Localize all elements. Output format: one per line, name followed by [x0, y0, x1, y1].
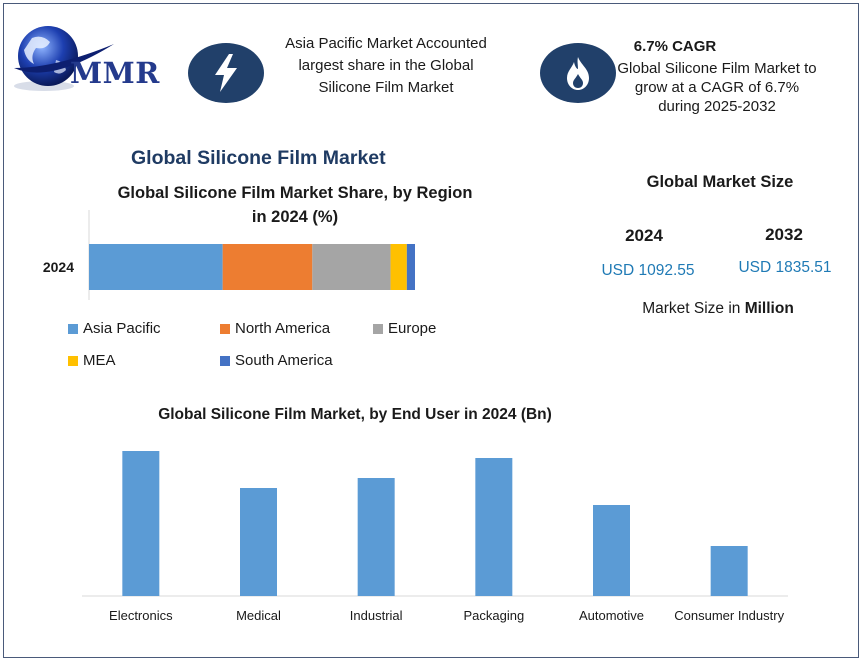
legend-swatch: [220, 323, 230, 334]
flame-icon: [540, 43, 616, 103]
legend-item: MEA: [68, 352, 116, 369]
highlight-text-region: Asia Pacific Market Accounted largest sh…: [262, 33, 510, 99]
market-size-year-2024: 2024: [625, 226, 663, 245]
legend-swatch: [68, 323, 78, 334]
lightning-icon: [188, 43, 264, 103]
highlight-line: largest share in the Global: [298, 57, 474, 74]
logo-text: MMR: [70, 56, 160, 90]
market-size-note: Market Size in Million: [608, 300, 828, 318]
market-size-title: Global Market Size: [646, 173, 794, 191]
market-size-year-2032: 2032: [765, 225, 803, 244]
legend-label: North America: [235, 320, 331, 337]
highlight-line: Global Silicone Film Market to: [617, 60, 817, 77]
market-size-value-2024: USD 1092.55: [601, 262, 695, 279]
end-user-chart-title: Global Silicone Film Market, by End User…: [158, 406, 552, 423]
highlight-text-cagr: Global Silicone Film Market to grow at a…: [608, 59, 826, 116]
share-chart-title: Global Silicone Film Market Share, by Re…: [95, 181, 495, 229]
legend-label: MEA: [83, 352, 116, 369]
legend-label: Europe: [388, 320, 437, 337]
share-chart-title-line: Global Silicone Film Market Share, by Re…: [117, 184, 473, 202]
globe-icon: [14, 26, 114, 91]
highlight-line: during 2025-2032: [658, 98, 776, 115]
share-chart-title-line: in 2024 (%): [251, 208, 339, 226]
legend-item: North America: [220, 320, 330, 337]
main-title: Global Silicone Film Market: [131, 147, 386, 169]
page-frame: [3, 3, 859, 658]
legend-swatch: [68, 355, 78, 366]
market-size-note-unit: Million: [744, 300, 794, 317]
highlight-line: Silicone Film Market: [318, 79, 454, 96]
legend-item: Europe: [373, 320, 436, 337]
legend-item: Asia Pacific: [68, 320, 161, 337]
legend-label: South America: [235, 352, 333, 369]
legend-swatch: [373, 323, 383, 334]
legend-item: South America: [220, 352, 333, 369]
cagr-title: 6.7% CAGR: [633, 38, 717, 55]
legend-label: Asia Pacific: [83, 320, 161, 337]
market-size-note-prefix: Market Size in: [642, 300, 745, 317]
legend-swatch: [220, 355, 230, 366]
highlight-line: grow at a CAGR of 6.7%: [634, 79, 800, 96]
highlight-line: Asia Pacific Market Accounted: [285, 35, 487, 52]
market-size-value-2032: USD 1835.51: [738, 259, 832, 276]
